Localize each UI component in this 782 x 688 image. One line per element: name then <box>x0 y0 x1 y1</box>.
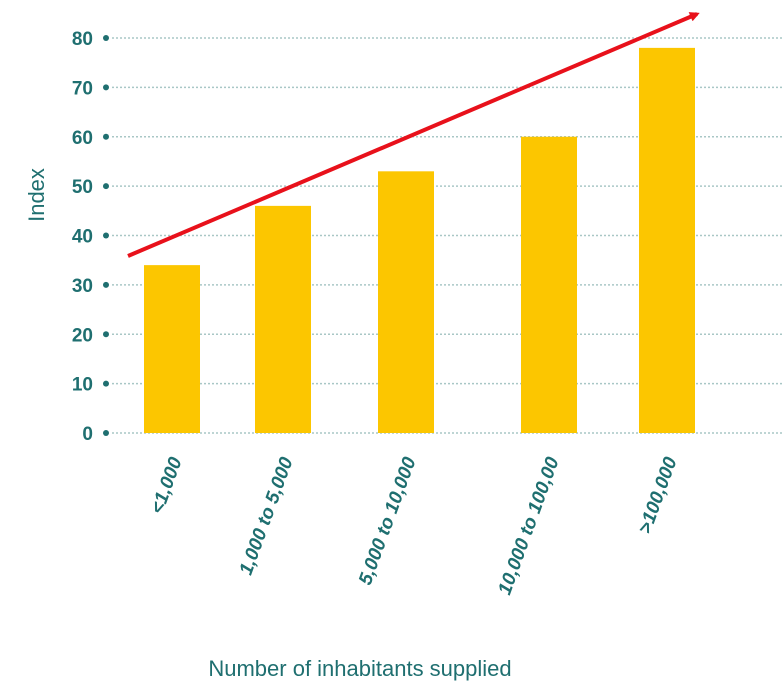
x-tick-label: 5,000 to 10,000 <box>355 454 421 588</box>
y-tick-dot <box>103 84 109 90</box>
y-tick-dot <box>103 233 109 239</box>
bar <box>521 137 577 433</box>
x-tick-label: <1,000 <box>147 454 187 517</box>
bar <box>255 206 311 433</box>
bar <box>144 265 200 433</box>
y-tick-dot <box>103 282 109 288</box>
y-tick-dot <box>103 381 109 387</box>
y-tick-label: 50 <box>72 177 93 198</box>
y-tick-label: 0 <box>82 424 93 445</box>
bar <box>378 171 434 433</box>
y-tick-dot <box>103 134 109 140</box>
y-tick-label: 80 <box>72 29 93 50</box>
x-tick-label: >100,000 <box>635 454 682 537</box>
y-tick-label: 60 <box>72 128 93 149</box>
x-axis-label: Number of inhabitants supplied <box>208 656 511 681</box>
y-axis-ticks: 0 10 20 30 40 50 60 70 80 <box>72 29 109 445</box>
y-tick-label: 30 <box>72 276 93 297</box>
x-axis-ticks: <1,000 1,000 to 5,000 5,000 to 10,000 10,00… <box>147 454 682 598</box>
y-tick-dot <box>103 35 109 41</box>
y-tick-label: 40 <box>72 227 93 248</box>
x-tick-label: 1,000 to 5,000 <box>236 454 298 578</box>
y-tick-dot <box>103 331 109 337</box>
y-tick-label: 70 <box>72 78 93 99</box>
y-tick-dot <box>103 430 109 436</box>
bar <box>639 48 695 433</box>
y-axis-label: Index <box>24 168 49 222</box>
y-tick-label: 10 <box>72 375 93 396</box>
bars <box>144 48 695 433</box>
x-tick-label: 10,000 to 100,00 <box>494 454 563 598</box>
y-tick-dot <box>103 183 109 189</box>
y-tick-label: 20 <box>72 325 93 346</box>
